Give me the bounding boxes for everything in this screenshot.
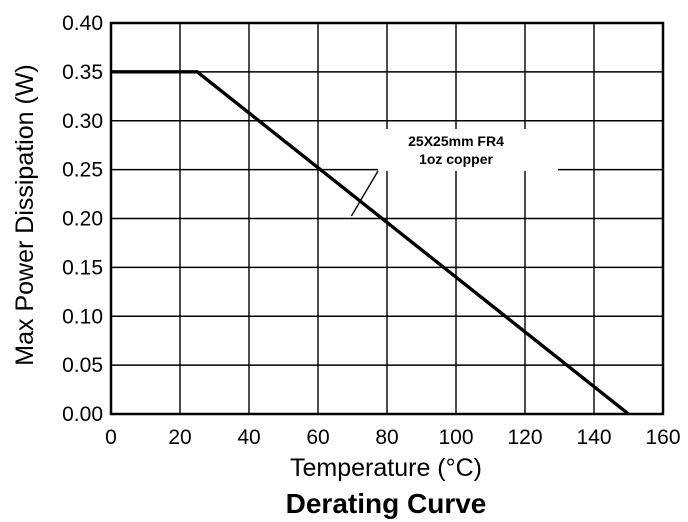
grid-lines <box>111 23 663 414</box>
y-tick-label: 0.30 <box>62 110 103 133</box>
annotation-text-line: 1oz copper <box>419 151 493 167</box>
series-layer <box>111 70 630 416</box>
derating-line <box>111 70 630 416</box>
y-tick-label: 0.05 <box>62 354 103 377</box>
y-tick-label: 0.40 <box>62 12 103 35</box>
y-tick-label: 0.10 <box>62 305 103 328</box>
x-tick-label: 160 <box>645 426 680 449</box>
chart-title: Derating Curve <box>286 488 487 519</box>
annotation-text-line: 25X25mm FR4 <box>408 133 504 149</box>
annotation: 25X25mm FR4 1oz copper <box>111 70 630 416</box>
y-tick-label: 0.00 <box>62 403 103 426</box>
x-tick-label: 120 <box>507 426 542 449</box>
tick-labels: 0 20 40 60 80 100 120 140 160 0.00 0.05 0.10 0.15 0.2… <box>62 12 680 449</box>
x-tick-label: 140 <box>576 426 611 449</box>
x-tick-label: 100 <box>438 426 473 449</box>
annotation-leader-line <box>350 170 379 217</box>
x-axis-label: Temperature (°C) <box>290 454 482 482</box>
y-tick-label: 0.25 <box>62 159 103 182</box>
x-tick-label: 60 <box>306 426 329 449</box>
x-tick-label: 40 <box>237 426 260 449</box>
y-tick-label: 0.35 <box>62 61 103 84</box>
y-axis-label: Max Power Dissipation (W) <box>11 64 39 365</box>
x-tick-label: 0 <box>105 426 117 449</box>
annotation-background <box>378 129 558 171</box>
derating-line-overlay <box>111 70 630 416</box>
x-tick-label: 80 <box>375 426 398 449</box>
y-tick-label: 0.20 <box>62 208 103 231</box>
y-tick-label: 0.15 <box>62 256 103 279</box>
x-tick-label: 20 <box>168 426 191 449</box>
plot-frame <box>109 21 665 416</box>
